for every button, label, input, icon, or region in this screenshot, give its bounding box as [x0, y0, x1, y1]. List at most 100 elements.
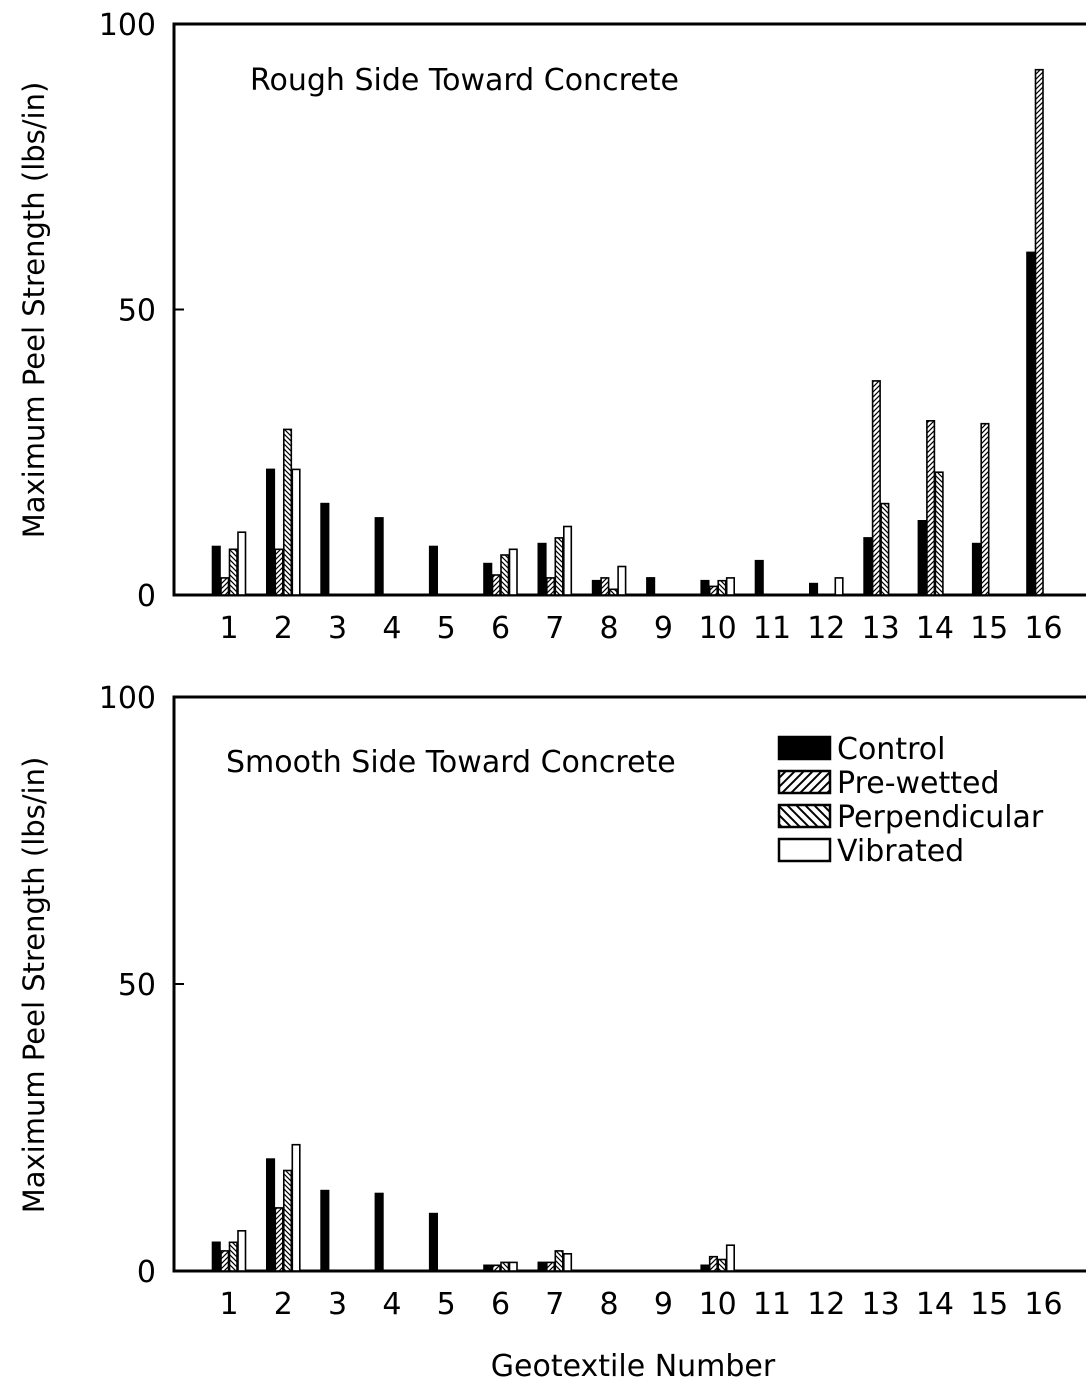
x-ticks: 1 2 3 4 5 6 7 8 9 10 11 12 13 14 15 16: [219, 1287, 1062, 1322]
bar-vibrated-6: [508, 1261, 518, 1272]
bar-pre-wetted-6: [491, 574, 501, 596]
bar-perpendicular-1: [228, 1241, 238, 1272]
y-axis-label: Maximum Peel Strength (lbs/in): [17, 82, 51, 539]
bar-vibrated-12: [834, 577, 844, 596]
bar-control-10: [700, 579, 710, 596]
legend-label-control: Control: [837, 732, 945, 767]
bar-pre-wetted-7: [545, 577, 556, 596]
bar-control-1: [211, 545, 221, 596]
plot-frame: [172, 22, 1086, 597]
x-tick-label: 6: [491, 611, 510, 646]
bar-control-2: [265, 1158, 276, 1272]
bar-pre-wetted-1: [220, 1250, 230, 1272]
bar-control-10: [700, 1264, 710, 1272]
x-tick-label: 9: [654, 1287, 673, 1322]
bar-vibrated-10: [725, 1244, 736, 1272]
legend-swatch-pre-wetted: [777, 769, 832, 795]
bar-perpendicular-14: [934, 471, 944, 596]
bar-vibrated-7: [562, 1253, 573, 1272]
bar-control-8: [591, 579, 601, 596]
x-tick-label: 4: [382, 1287, 401, 1322]
bar-control-3: [320, 1189, 330, 1272]
bar-perpendicular-2: [282, 428, 293, 596]
bar-vibrated-1: [237, 531, 247, 596]
bar-control-6: [483, 1264, 493, 1272]
bar-control-5: [428, 545, 439, 596]
bar-pre-wetted-15: [980, 422, 990, 596]
y-ticks: 0 50 100: [99, 8, 184, 614]
bar-perpendicular-7: [554, 1250, 564, 1272]
y-axis-label: Maximum Peel Strength (lbs/in): [17, 757, 51, 1214]
x-axis-label: Geotextile Number: [491, 1349, 776, 1384]
x-tick-label: 3: [328, 1287, 347, 1322]
bar-control-9: [646, 577, 656, 596]
bar-control-2: [265, 468, 276, 596]
legend-swatch-vibrated: [777, 837, 832, 863]
x-tick-label: 15: [970, 1287, 1008, 1322]
bar-control-5: [428, 1212, 439, 1272]
bar-control-14: [917, 519, 927, 596]
bar-control-3: [320, 502, 330, 596]
bar-control-4: [374, 517, 384, 596]
x-tick-label: 7: [545, 1287, 564, 1322]
bar-pre-wetted-13: [871, 380, 881, 596]
bar-pre-wetted-16: [1034, 68, 1044, 596]
bar-pre-wetted-7: [545, 1261, 556, 1272]
y-ticks: 0 50 100: [99, 681, 184, 1290]
legend-label-vibrated: Vibrated: [837, 834, 964, 869]
x-tick-label: 6: [491, 1287, 510, 1322]
x-tick-label: 9: [654, 611, 673, 646]
bar-perpendicular-2: [282, 1169, 293, 1272]
legend-swatch-control: [777, 735, 832, 761]
bar-control-12: [808, 582, 819, 596]
bar-vibrated-6: [508, 548, 518, 596]
x-tick-label: 2: [274, 1287, 293, 1322]
bar-vibrated-8: [617, 565, 627, 596]
bar-perpendicular-1: [228, 548, 238, 596]
bar-control-13: [863, 537, 873, 596]
y-tick-label: 0: [137, 579, 156, 614]
bar-vibrated-2: [291, 1143, 301, 1272]
bar-control-7: [537, 542, 547, 596]
legend-label-perpendicular: Perpendicular: [837, 800, 1044, 835]
bar-pre-wetted-10: [708, 1255, 719, 1272]
x-tick-label: 4: [382, 611, 401, 646]
y-tick-label: 100: [99, 8, 156, 43]
x-tick-label: 5: [437, 611, 456, 646]
bar-perpendicular-7: [554, 537, 564, 596]
legend-label-pre-wetted: Pre-wetted: [837, 766, 1000, 801]
y-tick-label: 0: [137, 1255, 156, 1290]
bar-vibrated-1: [237, 1230, 247, 1272]
y-tick-label: 100: [99, 681, 156, 716]
bar-control-16: [1026, 251, 1036, 596]
bar-perpendicular-6: [500, 554, 510, 596]
bar-vibrated-2: [291, 468, 301, 596]
bar-pre-wetted-2: [274, 1207, 284, 1272]
bar-control-1: [211, 1241, 221, 1272]
bar-control-11: [754, 559, 764, 596]
bars: [211, 1143, 736, 1272]
x-tick-label: 13: [862, 1287, 900, 1322]
x-tick-label: 16: [1024, 611, 1062, 646]
bar-perpendicular-10: [717, 1258, 727, 1272]
x-tick-label: 14: [916, 1287, 954, 1322]
x-tick-label: 7: [545, 611, 564, 646]
bar-perpendicular-8: [608, 588, 618, 596]
bar-vibrated-10: [725, 577, 736, 596]
bar-perpendicular-10: [717, 579, 727, 596]
x-tick-label: 11: [753, 611, 791, 646]
rough-side-panel: Rough Side Toward Concrete Maximum Peel …: [17, 8, 1086, 646]
bar-vibrated-7: [562, 525, 573, 596]
bar-control-15: [971, 542, 982, 596]
y-tick-label: 50: [118, 968, 156, 1003]
x-tick-label: 8: [600, 1287, 619, 1322]
bar-pre-wetted-8: [600, 577, 610, 596]
bar-control-6: [483, 562, 493, 596]
x-tick-label: 8: [600, 611, 619, 646]
x-tick-label: 10: [699, 611, 737, 646]
legend-swatch-perpendicular: [777, 803, 832, 829]
x-tick-label: 13: [862, 611, 900, 646]
x-tick-label: 12: [807, 1287, 845, 1322]
